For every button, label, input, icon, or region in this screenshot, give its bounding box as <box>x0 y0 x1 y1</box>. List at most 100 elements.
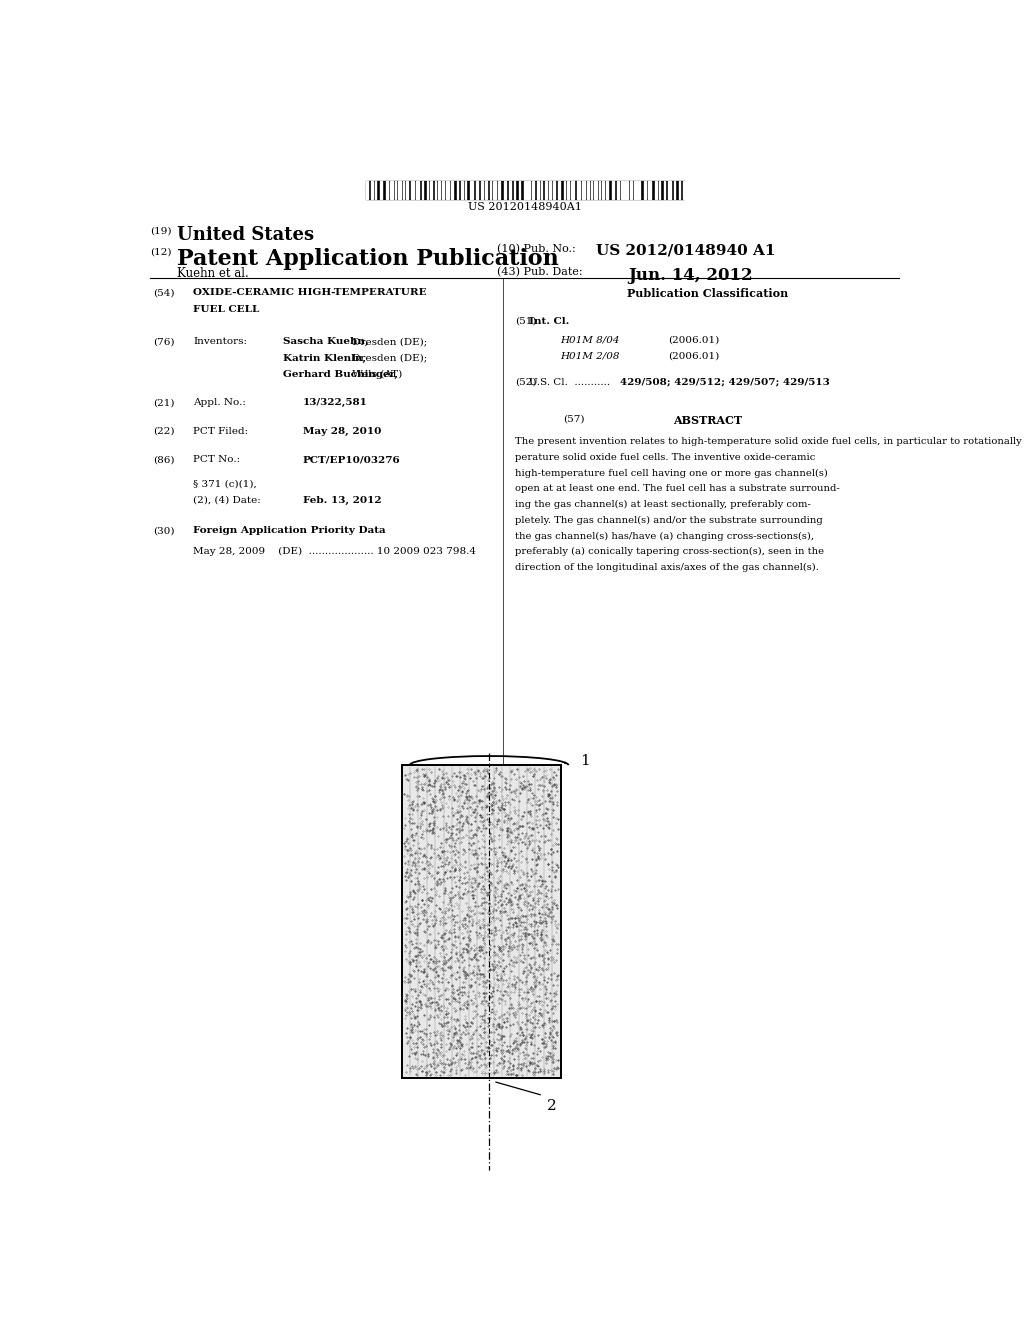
Bar <box>571 181 574 199</box>
Text: (21): (21) <box>154 399 175 408</box>
Text: Inventors:: Inventors: <box>194 338 247 346</box>
Bar <box>683 181 685 199</box>
Text: (2006.01): (2006.01) <box>668 335 719 345</box>
Bar <box>644 181 646 199</box>
Bar <box>612 181 613 199</box>
Bar <box>446 181 449 199</box>
Bar <box>398 181 400 199</box>
Bar <box>558 181 560 199</box>
Text: FUEL CELL: FUEL CELL <box>194 305 259 314</box>
Text: Sascha Kuehn,: Sascha Kuehn, <box>283 338 369 346</box>
Bar <box>452 181 454 199</box>
Text: (43) Pub. Date:: (43) Pub. Date: <box>497 267 583 277</box>
Text: direction of the longitudinal axis/axes of the gas channel(s).: direction of the longitudinal axis/axes … <box>515 562 819 572</box>
Text: 1: 1 <box>581 754 590 768</box>
Text: May 28, 2010: May 28, 2010 <box>303 426 381 436</box>
Bar <box>470 181 473 199</box>
Bar <box>401 766 560 1078</box>
Bar <box>401 766 560 1078</box>
Bar <box>630 181 632 199</box>
Bar <box>417 181 419 199</box>
Text: US 20120148940A1: US 20120148940A1 <box>468 202 582 213</box>
Bar <box>588 181 589 199</box>
Text: 2: 2 <box>547 1098 557 1113</box>
Text: OXIDE-CERAMIC HIGH-TEMPERATURE: OXIDE-CERAMIC HIGH-TEMPERATURE <box>194 289 427 297</box>
Bar <box>386 181 388 199</box>
Bar <box>523 181 525 199</box>
Bar <box>390 181 393 199</box>
Text: ABSTRACT: ABSTRACT <box>673 414 742 425</box>
Bar <box>427 181 428 199</box>
Text: (30): (30) <box>154 527 175 536</box>
Bar <box>411 181 414 199</box>
Bar <box>509 181 511 199</box>
Text: Dresden (DE);: Dresden (DE); <box>348 338 427 346</box>
Text: Patent Application Publication: Patent Application Publication <box>177 248 559 269</box>
Bar <box>545 181 547 199</box>
Bar <box>635 181 638 199</box>
Bar <box>669 181 671 199</box>
Bar <box>639 181 640 199</box>
Text: Publication Classification: Publication Classification <box>627 289 787 300</box>
Text: § 371 (c)(1),: § 371 (c)(1), <box>194 479 257 488</box>
Bar <box>599 181 600 199</box>
Text: ing the gas channel(s) at least sectionally, preferably com-: ing the gas channel(s) at least sectiona… <box>515 500 811 510</box>
Bar <box>504 181 506 199</box>
Bar <box>442 181 443 199</box>
Bar <box>438 181 439 199</box>
Text: (2), (4) Date:: (2), (4) Date: <box>194 496 261 504</box>
Text: Dresden (DE);: Dresden (DE); <box>348 354 427 363</box>
Bar <box>553 181 555 199</box>
Bar <box>538 181 540 199</box>
Bar <box>549 181 551 199</box>
Text: H01M 8/04: H01M 8/04 <box>560 335 620 345</box>
Text: high-temperature fuel cell having one or more gas channel(s): high-temperature fuel cell having one or… <box>515 469 828 478</box>
Bar <box>654 181 656 199</box>
Text: Katrin Klenln,: Katrin Klenln, <box>283 354 366 363</box>
Bar <box>375 181 377 199</box>
Text: the gas channel(s) has/have (a) changing cross-sections(s),: the gas channel(s) has/have (a) changing… <box>515 532 814 541</box>
Text: (2006.01): (2006.01) <box>668 351 719 360</box>
Text: Int. Cl.: Int. Cl. <box>528 317 569 326</box>
Bar <box>531 181 535 199</box>
Bar <box>489 181 492 199</box>
Bar <box>499 181 500 199</box>
Text: Foreign Application Priority Data: Foreign Application Priority Data <box>194 527 386 536</box>
Bar <box>461 181 463 199</box>
Bar <box>583 181 585 199</box>
Text: May 28, 2009    (DE)  .................... 10 2009 023 798.4: May 28, 2009 (DE) .................... 1… <box>194 546 476 556</box>
Text: (76): (76) <box>154 338 175 346</box>
Text: (51): (51) <box>515 317 537 326</box>
Bar <box>658 181 660 199</box>
Text: Appl. No.:: Appl. No.: <box>194 399 246 408</box>
Bar <box>406 181 408 199</box>
Bar <box>648 181 651 199</box>
Text: preferably (a) conically tapering cross-section(s), seen in the: preferably (a) conically tapering cross-… <box>515 548 824 556</box>
Bar <box>367 181 684 199</box>
Bar <box>617 181 618 199</box>
Text: United States: United States <box>177 227 314 244</box>
Text: H01M 2/08: H01M 2/08 <box>560 351 620 360</box>
Text: The present invention relates to high-temperature solid oxide fuel cells, in par: The present invention relates to high-te… <box>515 437 1024 446</box>
Text: Jun. 14, 2012: Jun. 14, 2012 <box>628 267 753 284</box>
Text: (22): (22) <box>154 426 175 436</box>
Text: (19): (19) <box>151 227 172 235</box>
Bar <box>494 181 496 199</box>
Bar <box>591 181 593 199</box>
Bar <box>602 181 604 199</box>
Text: (12): (12) <box>151 248 172 257</box>
Bar <box>519 181 520 199</box>
Text: (86): (86) <box>154 455 175 465</box>
Bar <box>367 181 368 199</box>
Text: perature solid oxide fuel cells. The inventive oxide-ceramic: perature solid oxide fuel cells. The inv… <box>515 453 816 462</box>
Bar <box>371 181 373 199</box>
Text: PCT Filed:: PCT Filed: <box>194 426 248 436</box>
Bar <box>430 181 432 199</box>
Text: Gerhard Buchinger,: Gerhard Buchinger, <box>283 370 397 379</box>
Bar <box>541 181 542 199</box>
Text: open at at least one end. The fuel cell has a substrate surround-: open at at least one end. The fuel cell … <box>515 484 840 494</box>
Text: (10) Pub. No.:: (10) Pub. No.: <box>497 244 575 253</box>
Text: PCT No.:: PCT No.: <box>194 455 241 465</box>
Text: Kuehn et al.: Kuehn et al. <box>177 267 249 280</box>
Bar <box>679 181 680 199</box>
